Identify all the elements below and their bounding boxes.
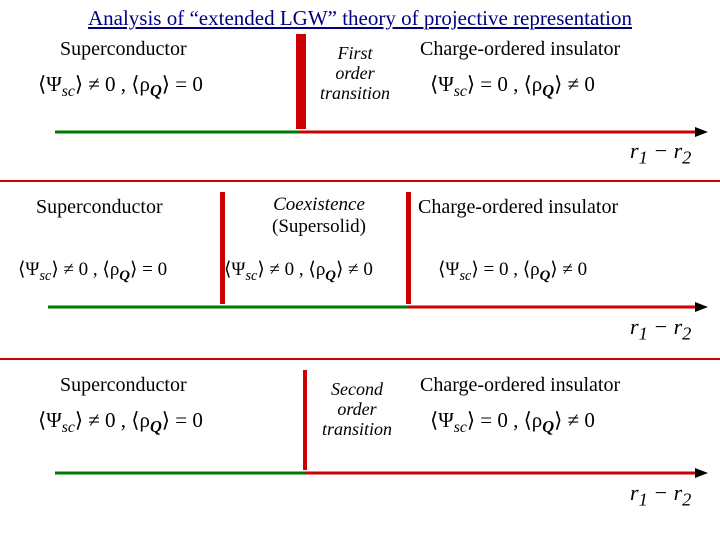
- co-label-3: Charge-ordered insulator: [420, 374, 620, 397]
- separator-1: [0, 180, 720, 182]
- sc-formula-2: ⟨Ψsc⟩ ≠ 0 , ⟨ρQ⟩ = 0: [18, 258, 167, 285]
- axis-label-3: r1 − r2: [630, 480, 691, 510]
- boundary-bar-3: [303, 370, 307, 470]
- coexistence-formula: ⟨Ψsc⟩ ≠ 0 , ⟨ρQ⟩ ≠ 0: [224, 258, 373, 285]
- co-formula-3: ⟨Ψsc⟩ = 0 , ⟨ρQ⟩ ≠ 0: [430, 408, 595, 437]
- boundary-bar-right: [406, 192, 411, 304]
- panel-second-order: Superconductor ⟨Ψsc⟩ ≠ 0 , ⟨ρQ⟩ = 0 Char…: [0, 370, 720, 520]
- co-label: Charge-ordered insulator: [420, 38, 620, 61]
- sc-formula: ⟨Ψsc⟩ ≠ 0 , ⟨ρQ⟩ = 0: [38, 72, 203, 101]
- boundary-bar-left: [220, 192, 225, 304]
- second-order-label: Secondordertransition: [312, 380, 402, 439]
- page-title: Analysis of “extended LGW” theory of pro…: [0, 0, 720, 31]
- co-label-2: Charge-ordered insulator: [418, 196, 618, 219]
- first-order-label: Firstordertransition: [310, 44, 400, 103]
- axis-label-2: r1 − r2: [630, 314, 691, 344]
- co-formula-2: ⟨Ψsc⟩ = 0 , ⟨ρQ⟩ ≠ 0: [438, 258, 587, 285]
- axis-1: [0, 124, 720, 154]
- axis-2: [0, 299, 720, 329]
- panel-coexistence: Superconductor ⟨Ψsc⟩ ≠ 0 , ⟨ρQ⟩ = 0 Coex…: [0, 192, 720, 352]
- sc-label-2: Superconductor: [36, 196, 163, 219]
- sc-label-3: Superconductor: [60, 374, 187, 397]
- panel-first-order: Superconductor ⟨Ψsc⟩ ≠ 0 , ⟨ρQ⟩ = 0 Char…: [0, 34, 720, 174]
- sc-formula-3: ⟨Ψsc⟩ ≠ 0 , ⟨ρQ⟩ = 0: [38, 408, 203, 437]
- co-formula: ⟨Ψsc⟩ = 0 , ⟨ρQ⟩ ≠ 0: [430, 72, 595, 101]
- coexistence-label: Coexistence(Supersolid): [244, 194, 394, 238]
- axis-label-1: r1 − r2: [630, 138, 691, 168]
- separator-2: [0, 358, 720, 360]
- boundary-bar: [296, 34, 306, 129]
- axis-3: [0, 465, 720, 495]
- sc-label: Superconductor: [60, 38, 187, 61]
